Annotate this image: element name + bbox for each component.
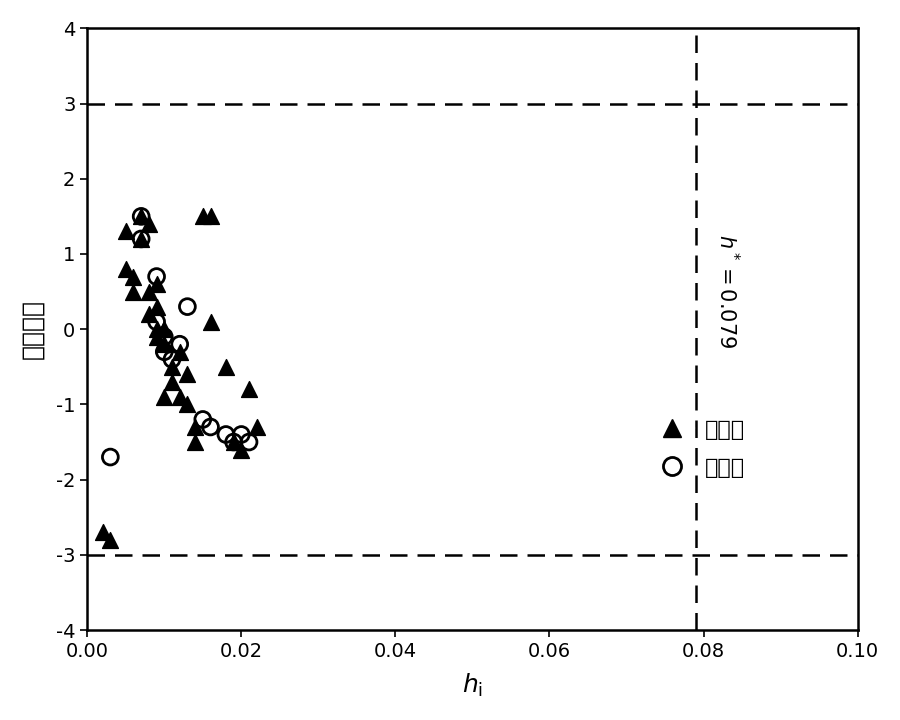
Point <box>104 534 118 546</box>
Point <box>104 451 118 463</box>
Point <box>188 421 202 433</box>
Point <box>195 414 210 426</box>
Point <box>203 316 218 328</box>
Point <box>180 369 194 380</box>
Point <box>227 436 241 448</box>
Point <box>203 211 218 222</box>
Point <box>242 384 256 395</box>
Point <box>119 264 133 275</box>
Point <box>134 211 148 222</box>
Point <box>165 354 179 365</box>
Point <box>149 316 164 328</box>
Point <box>180 399 194 410</box>
Point <box>141 218 156 230</box>
Point <box>242 436 256 448</box>
Point <box>149 271 164 282</box>
Point <box>165 361 179 372</box>
Point <box>126 271 140 282</box>
Point <box>203 421 218 433</box>
X-axis label: $h_{\mathrm{i}}$: $h_{\mathrm{i}}$ <box>462 672 483 699</box>
Point <box>173 338 187 350</box>
Point <box>165 376 179 387</box>
Point <box>119 225 133 237</box>
Point <box>158 331 172 343</box>
Point <box>173 346 187 358</box>
Y-axis label: 标准残差: 标准残差 <box>21 300 45 359</box>
Point <box>158 391 172 402</box>
Point <box>126 286 140 297</box>
Point <box>149 331 164 343</box>
Point <box>173 391 187 402</box>
Point <box>158 346 172 358</box>
Point <box>134 233 148 245</box>
Point <box>180 301 194 312</box>
Legend: 训练集, 验证集: 训练集, 验证集 <box>641 411 754 487</box>
Point <box>149 301 164 312</box>
Point <box>134 211 148 222</box>
Point <box>141 308 156 320</box>
Point <box>249 421 264 433</box>
Point <box>195 211 210 222</box>
Point <box>149 279 164 290</box>
Point <box>227 436 241 448</box>
Point <box>219 428 233 440</box>
Point <box>134 233 148 245</box>
Point <box>219 361 233 372</box>
Point <box>188 436 202 448</box>
Point <box>158 323 172 335</box>
Point <box>158 338 172 350</box>
Point <box>141 286 156 297</box>
Point <box>95 526 110 538</box>
Point <box>234 444 248 455</box>
Point <box>234 428 248 440</box>
Point <box>149 323 164 335</box>
Text: $h^*=0.079$: $h^*=0.079$ <box>716 235 741 348</box>
